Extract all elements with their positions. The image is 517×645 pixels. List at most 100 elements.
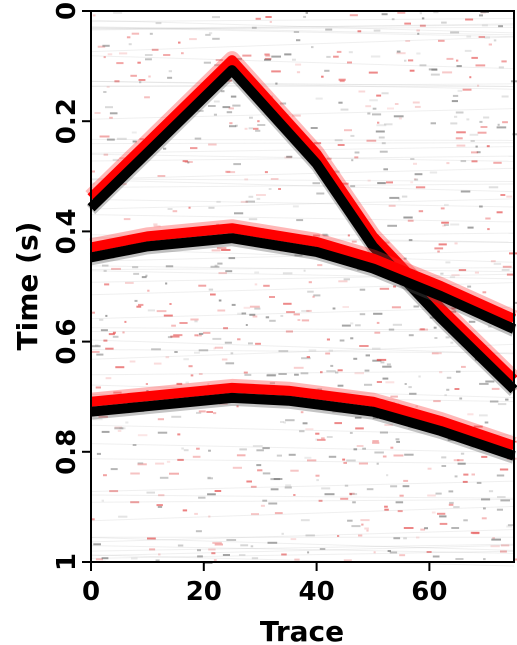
noise-speck [483,116,490,119]
noise-speck [470,140,475,142]
noise-speck [270,488,279,491]
noise-speck [344,484,349,487]
plot-frame [90,10,515,563]
noise-speck [454,475,458,478]
noise-speck [196,447,200,450]
noise-speck [377,182,386,185]
noise-trace [90,544,515,557]
noise-speck [464,49,472,52]
noise-speck [96,353,104,356]
noise-speck [354,156,359,159]
noise-speck [401,195,408,198]
noise-speck [275,82,278,85]
noise-speck [497,403,507,406]
noise-speck [506,273,514,276]
noise-speck [496,126,507,129]
noise-speck [492,537,495,540]
noise-speck [269,20,272,23]
noise-speck [445,261,451,264]
noise-trace [90,327,515,331]
noise-speck [376,358,387,361]
noise-speck [269,319,276,322]
noise-speck [302,422,308,425]
noise-speck [414,105,421,108]
noise-speck [126,36,131,39]
noise-speck [251,513,259,516]
noise-speck [141,276,147,279]
noise-speck [386,363,391,366]
noise-speck [214,64,223,67]
noise-speck [482,291,487,294]
noise-speck [113,11,123,14]
noise-speck [353,448,358,451]
noise-speck [187,161,190,164]
noise-speck [456,144,466,147]
noise-speck [448,490,454,493]
event-diffraction [85,51,517,396]
noise-speck [349,493,352,496]
noise-speck [343,559,352,562]
noise-speck [132,140,137,143]
noise-speck [147,537,156,540]
noise-speck [185,381,189,384]
noise-speck [213,559,217,562]
noise-speck [372,441,380,444]
noise-speck [242,54,252,57]
noise-speck [109,490,119,493]
noise-speck [429,316,436,319]
noise-speck [103,56,106,59]
noise-speck [481,517,487,520]
noise-speck [256,449,264,452]
noise-speck [479,120,483,123]
noise-speck [296,39,301,42]
noise-speck [131,557,138,560]
noise-speck [455,558,464,560]
noise-speck [130,501,140,504]
noise-speck [321,487,331,490]
x-axis-label: Trace [260,615,344,645]
noise-speck [316,192,325,195]
noise-speck [357,30,362,33]
noise-speck [305,11,308,14]
noise-speck [171,324,176,327]
noise-speck [431,511,436,514]
noise-speck [116,62,124,65]
noise-speck [153,223,158,226]
noise-speck [326,370,336,373]
noise-speck [439,522,448,525]
noise-speck [280,314,284,317]
noise-speck [137,61,141,64]
noise-speck [377,121,380,124]
noise-speck [306,309,312,312]
noise-speck [375,130,385,133]
event-reflector-1 [89,219,517,337]
noise-speck [113,391,122,394]
event-peak [90,392,516,461]
noise-speck [378,136,385,139]
noise-speck [192,455,201,458]
noise-speck [379,287,390,290]
noise-speck [91,170,95,173]
noise-speck [500,194,506,196]
noise-speck [310,127,318,129]
noise-speck [343,461,347,464]
noise-speck [441,456,447,459]
noise-speck [167,208,173,210]
noise-speck [416,52,421,55]
noise-speck [366,529,369,532]
noise-speck [372,440,379,442]
noise-speck [213,113,217,116]
noise-speck [410,181,414,184]
noise-speck [103,474,107,477]
noise-speck [438,243,447,246]
noise-speck [408,239,413,242]
noise-speck [109,116,113,119]
noise-trace [90,267,515,270]
noise-speck [108,333,115,336]
noise-speck [370,55,381,58]
noise-trace [90,179,515,193]
noise-speck [471,473,475,476]
noise-speck [93,543,101,546]
noise-speck [332,170,340,173]
noise-speck [263,284,270,287]
